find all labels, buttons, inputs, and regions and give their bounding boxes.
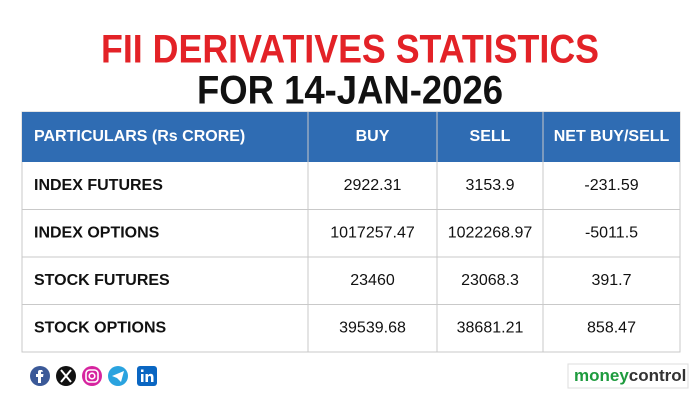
header-row: [22, 112, 680, 162]
row-label: STOCK FUTURES: [34, 272, 170, 289]
row-label: STOCK OPTIONS: [34, 319, 166, 336]
cell: 1017257.47: [330, 224, 415, 241]
cell: 23460: [350, 272, 395, 289]
cell: -231.59: [584, 177, 638, 194]
facebook-glyph: [36, 370, 44, 383]
header-cell: BUY: [356, 128, 390, 145]
logo-part: money: [574, 366, 629, 385]
header-cell: NET BUY/SELL: [554, 128, 670, 145]
cell: 39539.68: [339, 319, 406, 336]
header-cell: SELL: [470, 128, 511, 145]
instagram-glyph: [85, 369, 99, 383]
telegram-glyph: [112, 371, 124, 382]
row-label: INDEX OPTIONS: [34, 224, 160, 241]
cell: 2922.31: [344, 177, 402, 194]
title: FII DERIVATIVES STATISTICS: [101, 28, 599, 72]
logo-part: control: [629, 366, 687, 385]
linkedin-glyph: [141, 369, 154, 382]
cell: 3153.9: [466, 177, 515, 194]
cell: 858.47: [587, 319, 636, 336]
cell: 23068.3: [461, 272, 519, 289]
cell: -5011.5: [585, 224, 638, 241]
instagram-glyph-lens: [88, 372, 96, 380]
logo: moneycontrol: [574, 366, 686, 385]
cell: 391.7: [591, 272, 631, 289]
subtitle: FOR 14-JAN-2026: [197, 69, 503, 113]
table: PARTICULARS (Rs CRORE) BUY SELL NET BUY/SEL…: [21, 111, 681, 353]
x-glyph: [60, 369, 72, 383]
header-cell: PARTICULARS (Rs CRORE): [34, 128, 245, 145]
instagram-icon[interactable]: [82, 366, 102, 386]
social-icons: [30, 366, 157, 386]
row-label: INDEX FUTURES: [34, 177, 163, 194]
cell: 38681.21: [457, 319, 524, 336]
logo-box: [567, 363, 689, 389]
cell: 1022268.97: [448, 224, 533, 241]
